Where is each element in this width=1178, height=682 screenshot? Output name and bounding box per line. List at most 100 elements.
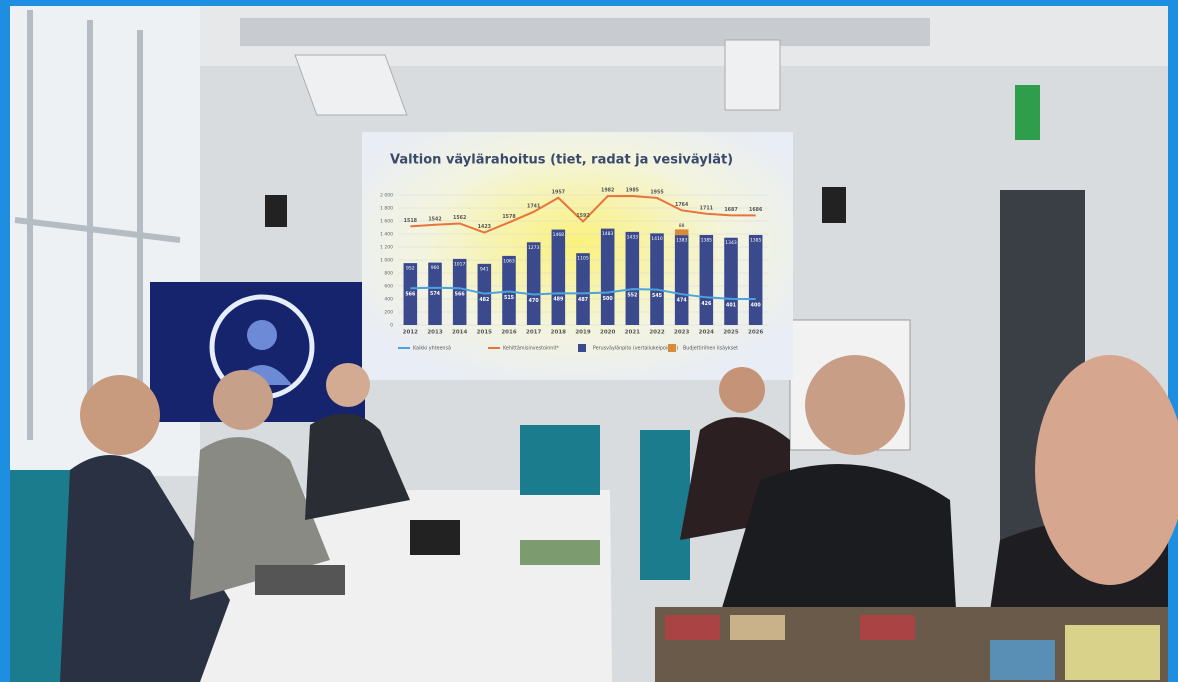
x-tick-label: 2025 [723,330,738,336]
line-label: 1711 [700,205,713,211]
bar [601,229,615,325]
bar-label: 88 [679,223,685,229]
line-label: 545 [652,293,662,299]
bar [552,230,566,325]
person-head [80,375,160,455]
legend-label: Kaikki yhteensä [413,346,451,352]
line-label: 566 [455,292,466,298]
line-label: 1985 [626,187,639,193]
photo: Valtion väylärahoitus (tiet, radat ja ve… [0,0,1178,682]
line-label: 1686 [749,207,763,213]
line-label: 1542 [428,216,441,222]
speaker [265,195,287,227]
y-tick-label: 800 [384,271,393,277]
x-tick-label: 2018 [551,330,566,336]
x-tick-label: 2024 [699,330,714,336]
bar-label: 1105 [577,256,589,262]
bar [650,233,664,325]
bar-label: 952 [406,266,415,272]
bar-label: 1483 [602,231,614,237]
line-label: 470 [529,298,540,304]
laptop [255,565,345,595]
line-label: 1982 [601,188,614,194]
line-label: 474 [677,298,688,304]
legend-swatch [578,344,586,352]
bar-label: 1410 [651,236,663,242]
line-label: 1578 [502,214,516,220]
bar [675,229,689,235]
x-tick-label: 2021 [625,330,640,336]
line-label: 400 [751,303,762,309]
bar [724,238,738,325]
x-tick-label: 2026 [748,330,763,336]
line-label: 500 [603,296,614,302]
x-tick-label: 2017 [526,330,541,336]
laptop [520,540,600,565]
laptop [410,520,460,555]
legend-label: Budjettiriihen lisäykset [683,346,738,352]
line-label: 489 [553,297,564,303]
x-tick-label: 2014 [452,330,467,336]
chair [520,425,600,495]
bar-label: 1468 [553,232,565,238]
line-label: 1423 [478,224,491,230]
bar-label: 1063 [503,258,515,264]
legend-label: Perusväylänpito (vertailukelpoinen) [593,346,678,352]
x-tick-label: 2019 [575,330,590,336]
page: Valtion väylärahoitus (tiet, radat ja ve… [0,0,1178,682]
legend-swatch [668,344,676,352]
person-head [805,355,905,455]
bar-label: 1385 [701,237,713,243]
bar [502,256,516,325]
bar [527,242,541,325]
ceiling-vent [240,18,930,46]
x-tick-label: 2022 [649,330,664,336]
bar-label: 1385 [750,237,762,243]
y-tick-label: 200 [384,310,393,316]
bar-label: 1343 [725,240,737,246]
exit-sign [1015,85,1040,140]
x-tick-label: 2013 [427,330,442,336]
line-label: 1687 [724,207,737,213]
bar-label: 960 [431,265,440,271]
speaker [822,187,846,223]
line-label: 1764 [675,202,689,208]
line-label: 1957 [552,189,565,195]
bar-label: 941 [480,266,489,272]
y-tick-label: 600 [384,284,393,290]
x-tick-label: 2015 [477,330,492,336]
collage-tile [730,615,785,640]
avatar-head [247,320,277,350]
person-head [1035,355,1178,585]
person-head [719,367,765,413]
line-label: 515 [504,295,514,301]
chart-title: Valtion väylärahoitus (tiet, radat ja ve… [390,153,733,168]
bar [749,235,763,325]
chair [640,430,690,580]
line-label: 1592 [576,213,589,219]
line-label: 426 [701,301,712,307]
collage-tile [860,615,915,640]
bar [700,235,714,325]
collage-tile [990,640,1055,680]
y-tick-label: 1 800 [380,206,393,212]
bar-label: 1383 [676,238,688,244]
bar-label: 1017 [454,261,466,267]
line-label: 1562 [453,215,466,221]
y-tick-label: 2 000 [380,193,393,199]
y-tick-label: 400 [384,297,393,303]
legend-label: Kehittämisinvestoinnit* [503,346,560,352]
ceiling-light [725,40,780,110]
person-head [326,363,370,407]
x-tick-label: 2016 [501,330,516,336]
bar-label: 1433 [627,234,639,240]
x-tick-label: 2012 [403,330,418,336]
y-tick-label: 1 400 [380,232,393,238]
person-head [213,370,273,430]
line-label: 1741 [527,203,540,209]
y-tick-label: 0 [390,323,393,329]
collage-tile [1065,625,1160,680]
line-label: 487 [578,297,588,303]
line-label: 1518 [404,218,418,224]
bar [576,253,590,325]
